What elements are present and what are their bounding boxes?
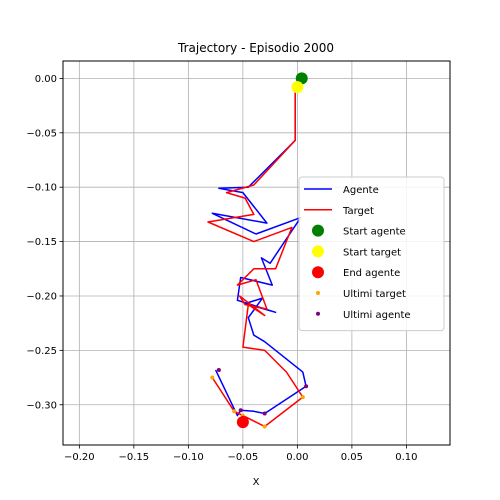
legend-box — [298, 176, 445, 332]
ultimi-target-point — [262, 424, 267, 429]
ultimi-agente-point — [304, 384, 309, 389]
legend-label: End agente — [343, 268, 400, 279]
y-tick-label: −0.20 — [26, 291, 57, 302]
ultimi-target-point — [300, 395, 305, 400]
legend-label: Start agente — [343, 227, 406, 238]
x-tick-label: −0.10 — [173, 452, 204, 463]
legend-label: Agente — [343, 185, 379, 196]
legend: Agente Target Start agente Start target End … — [298, 176, 445, 332]
y-tick-label: 0.00 — [35, 74, 57, 85]
chart-title: Trajectory - Episodio 2000 — [177, 41, 334, 55]
legend-swatch-end-agente — [312, 266, 324, 279]
ultimi-agente-point — [216, 367, 221, 372]
x-axis-label: X — [253, 477, 260, 488]
y-tick-label: −0.30 — [26, 400, 57, 411]
end-agente-point — [236, 416, 249, 429]
legend-swatch-ultimi-target — [316, 291, 320, 295]
axis-ticks: −0.20 −0.15 −0.10 −0.05 0.00 0.05 0.10 0.00 −0.0… — [26, 74, 417, 463]
y-tick-label: −0.05 — [26, 128, 57, 139]
legend-label: Ultimi agente — [343, 310, 411, 321]
x-tick-label: −0.05 — [228, 452, 259, 463]
agente-series-line — [211, 78, 307, 417]
x-tick-label: 0.05 — [341, 452, 363, 463]
legend-label: Ultimi target — [343, 289, 406, 300]
x-tick-label: 0.00 — [286, 452, 308, 463]
y-tick-label: −0.15 — [26, 237, 57, 248]
y-tick-label: −0.10 — [26, 183, 57, 194]
ultimi-target-point — [232, 409, 237, 414]
x-tick-label: −0.20 — [64, 452, 95, 463]
plot-frame — [62, 60, 451, 446]
plot-area — [207, 72, 309, 429]
legend-swatch-ultimi-agente — [316, 311, 320, 316]
legend-label: Start target — [343, 247, 401, 258]
start-target-point — [291, 81, 304, 94]
x-tick-label: −0.15 — [119, 452, 150, 463]
legend-swatch-start-agente — [312, 224, 324, 237]
x-tick-label: 0.10 — [395, 452, 417, 463]
target-series-line — [207, 86, 304, 428]
legend-label: Target — [342, 206, 374, 217]
ultimi-agente-point — [238, 408, 243, 413]
ultimi-target-point — [210, 375, 215, 380]
legend-swatch-start-target — [312, 245, 324, 258]
y-tick-label: −0.25 — [26, 346, 57, 357]
ultimi-agente-point — [262, 411, 267, 416]
